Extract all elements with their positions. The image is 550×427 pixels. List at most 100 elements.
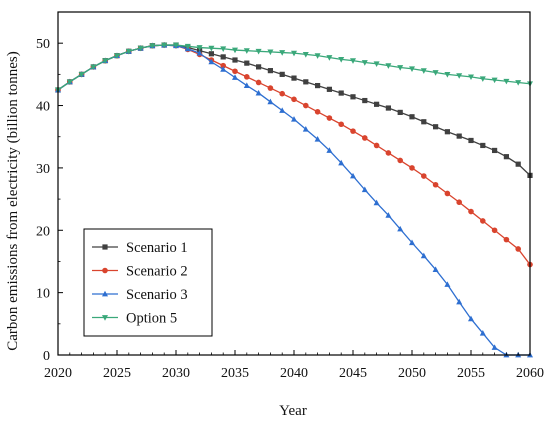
data-point-option-5 [291, 50, 297, 57]
data-point-scenario-3 [373, 199, 380, 206]
data-point-scenario-3 [302, 126, 309, 132]
x-tick-label: 2035 [221, 366, 249, 381]
data-point-scenario-1 [421, 119, 427, 125]
data-point-scenario-2 [244, 74, 250, 80]
data-point-scenario-2 [279, 90, 286, 97]
y-tick-label: 40 [36, 100, 50, 115]
data-point-scenario-1 [468, 137, 474, 144]
data-point-scenario-2 [291, 96, 297, 103]
data-point-scenario-1 [291, 75, 297, 81]
x-tick-label: 2060 [516, 366, 544, 381]
legend-item-scenario-2: Scenario 2 [92, 264, 188, 280]
data-point-option-5 [173, 42, 179, 49]
data-point-option-5 [232, 47, 238, 54]
data-point-scenario-1 [256, 64, 262, 70]
data-point-scenario-3 [326, 147, 333, 153]
data-point-scenario-2 [409, 165, 415, 171]
data-point-scenario-3 [196, 49, 203, 56]
data-point-scenario-1 [208, 51, 214, 57]
data-point-scenario-1 [326, 86, 332, 92]
data-point-scenario-3 [232, 74, 238, 80]
data-point-option-5 [420, 68, 427, 74]
legend-label: Scenario 1 [126, 240, 188, 256]
axes: 2020 2025 2030 2035 2040 2045 2050 2055 20600102… [36, 11, 544, 381]
data-point-scenario-1 [385, 105, 391, 111]
data-point-scenario-1 [244, 60, 250, 66]
data-point-scenario-1 [362, 97, 368, 104]
data-point-option-5 [456, 73, 463, 79]
data-point-scenario-3 [350, 172, 356, 179]
data-point-scenario-1 [279, 71, 285, 77]
data-point-scenario-2 [326, 115, 333, 121]
data-point-option-5 [220, 46, 227, 52]
data-point-scenario-3 [479, 329, 486, 336]
data-point-scenario-2 [373, 142, 380, 149]
data-point-option-5 [479, 76, 486, 82]
data-point-option-5 [102, 58, 109, 64]
data-point-scenario-2 [444, 190, 451, 197]
data-point-scenario-1 [350, 94, 356, 100]
data-point-scenario-3 [432, 266, 439, 272]
data-point-scenario-3 [468, 315, 474, 322]
data-point-option-5 [279, 50, 286, 56]
y-tick-label: 30 [36, 162, 50, 177]
x-tick-label: 2020 [44, 366, 72, 381]
data-point-scenario-1 [480, 142, 486, 149]
data-point-scenario-2 [432, 181, 439, 188]
y-tick-label: 50 [36, 37, 50, 52]
series-line-scenario-1 [57, 44, 531, 176]
x-tick-label: 2045 [339, 366, 367, 381]
data-point-option-5 [137, 45, 144, 52]
data-point-option-5 [385, 63, 392, 69]
data-point-option-5 [114, 53, 120, 59]
data-point-scenario-1 [374, 101, 380, 107]
data-point-option-5 [432, 70, 439, 76]
data-point-option-5 [314, 53, 321, 59]
series-scenario-1 [55, 42, 533, 178]
x-tick-label: 2025 [103, 366, 131, 381]
data-point-option-5 [338, 56, 345, 63]
data-point-option-5 [161, 42, 168, 49]
data-point-scenario-1 [303, 79, 309, 85]
x-tick-label: 2055 [457, 366, 485, 381]
data-point-option-5 [373, 61, 380, 67]
x-tick-label: 2030 [162, 366, 190, 381]
data-point-scenario-3 [361, 186, 368, 193]
data-point-scenario-3 [255, 89, 262, 96]
data-point-scenario-2 [385, 150, 392, 156]
data-point-scenario-1 [503, 154, 509, 160]
data-point-scenario-3 [279, 107, 286, 113]
data-point-scenario-3 [409, 239, 415, 246]
data-point-scenario-1 [492, 147, 498, 154]
data-point-scenario-2 [397, 157, 404, 164]
x-tick-label: 2050 [398, 366, 426, 381]
legend-label: Scenario 3 [126, 287, 188, 303]
legend-marker [102, 315, 108, 321]
data-point-scenario-3 [397, 225, 404, 232]
data-point-option-5 [125, 48, 132, 55]
data-point-scenario-3 [385, 212, 392, 218]
data-point-option-5 [409, 66, 415, 72]
legend-marker [102, 290, 108, 297]
data-point-scenario-1 [515, 161, 521, 167]
legend: Scenario 1 Scenario 2 Scenario 3 Option 5 [83, 228, 213, 337]
legend-item-option-5: Option 5 [92, 311, 177, 327]
legend-item-scenario-3: Scenario 3 [92, 287, 188, 303]
data-point-option-5 [491, 77, 498, 84]
data-point-scenario-3 [420, 252, 427, 259]
data-point-scenario-2 [338, 121, 345, 128]
legend-item-scenario-1: Scenario 1 [92, 240, 188, 256]
data-point-scenario-3 [220, 66, 227, 72]
data-point-scenario-1 [315, 82, 321, 89]
data-point-scenario-1 [338, 90, 344, 96]
legend-label: Option 5 [126, 311, 177, 327]
data-point-scenario-3 [208, 58, 215, 65]
x-tick-label: 2040 [280, 366, 308, 381]
data-point-scenario-2 [267, 85, 274, 91]
data-point-scenario-2 [220, 62, 226, 69]
data-point-option-5 [468, 74, 474, 81]
data-point-scenario-2 [314, 108, 321, 115]
data-point-scenario-3 [491, 344, 498, 350]
